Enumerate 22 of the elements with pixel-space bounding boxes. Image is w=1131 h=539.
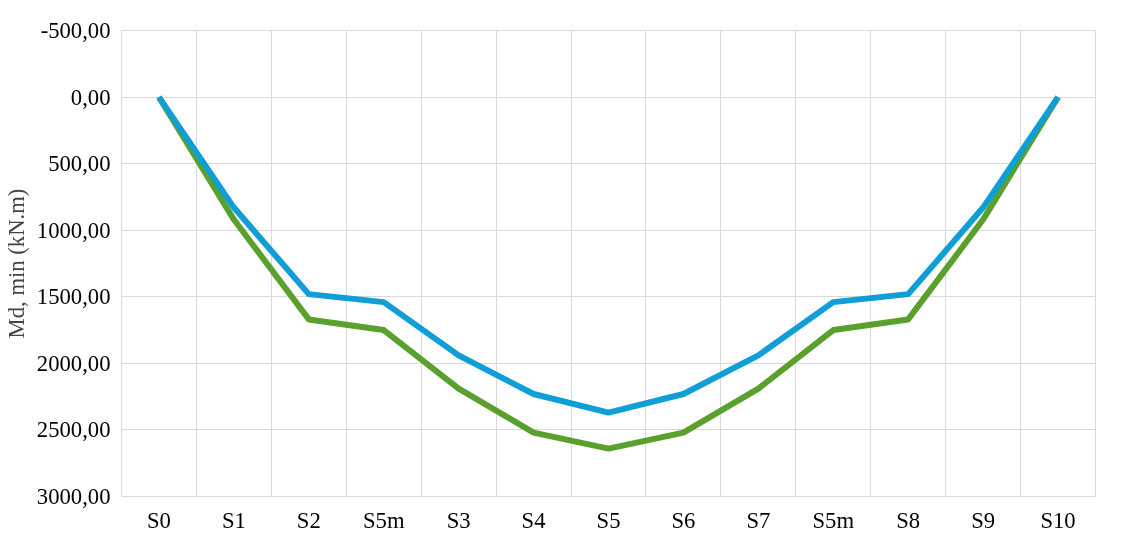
x-tick-label: S3 [446,507,471,533]
x-tick-label: S5 [596,507,621,533]
x-tick-label: S9 [971,507,996,533]
x-tick-label: S8 [896,507,921,533]
y-tick-label: 0,00 [70,84,111,110]
y-tick-label: 1000,00 [36,217,111,243]
y-axis-title: Md, min (kN.m) [3,188,29,339]
x-tick-label: S7 [746,507,771,533]
y-tick-label: -500,00 [40,18,111,43]
x-tick-label: S5m [362,507,405,533]
x-tick-label: S0 [147,507,171,533]
y-tick-label: 1500,00 [36,284,111,310]
x-tick-label: S4 [521,507,546,533]
x-tick-label: S2 [296,507,321,533]
x-tick-label: S1 [221,507,246,533]
x-tick-label: S10 [1040,507,1076,533]
y-tick-label: 500,00 [48,151,111,177]
y-tick-label: 2500,00 [36,417,111,443]
y-tick-label: 3000,00 [36,484,111,509]
x-tick-label: S5m [812,507,855,533]
y-tick-label: 2000,00 [36,350,111,376]
x-tick-label: S6 [671,507,696,533]
